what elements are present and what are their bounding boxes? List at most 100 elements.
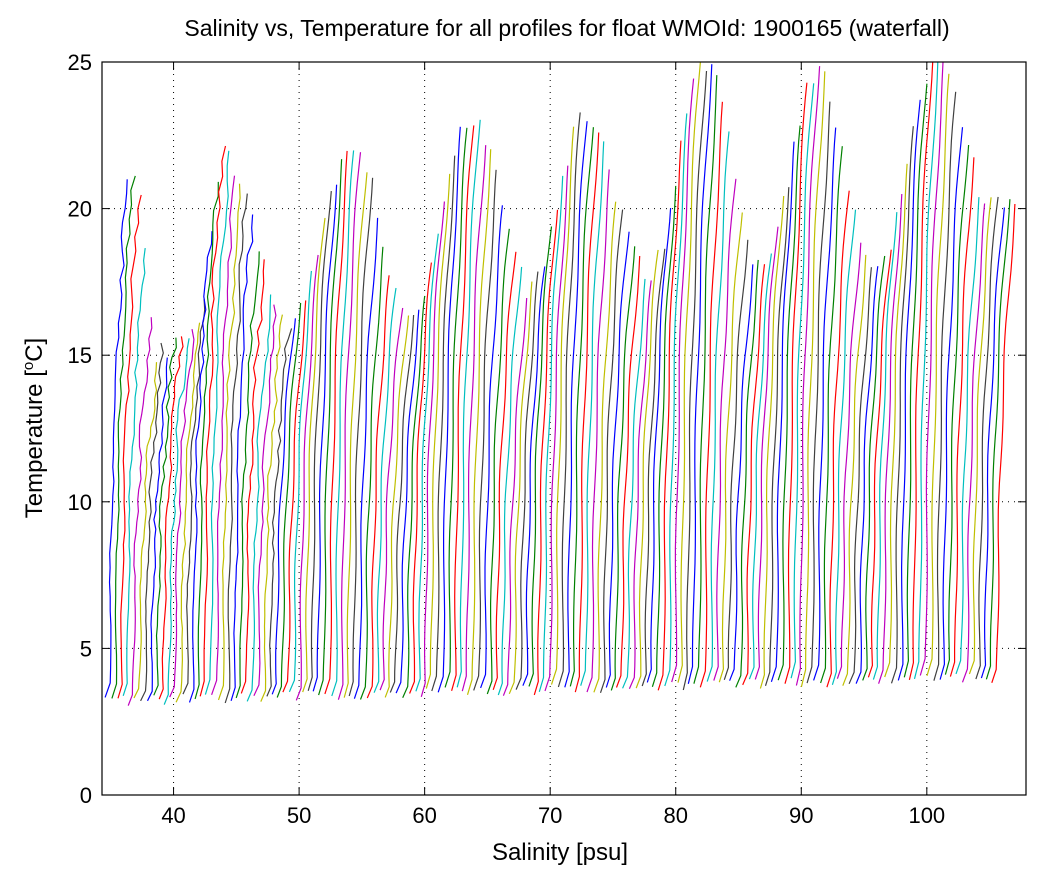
profile-line <box>569 127 594 687</box>
profile-line <box>288 270 312 693</box>
profile-line <box>515 271 539 690</box>
y-tick-label: 5 <box>80 636 92 661</box>
profile-line <box>117 194 142 699</box>
x-tick-label: 40 <box>161 803 185 828</box>
profile-line <box>699 101 723 688</box>
profile-line <box>777 125 801 681</box>
profile-line <box>343 172 368 698</box>
profile-line <box>628 280 652 690</box>
profile-line <box>282 300 307 693</box>
profile-line <box>253 304 277 697</box>
profile-line <box>890 126 914 684</box>
profile-line <box>104 179 128 698</box>
profile-line <box>318 159 343 696</box>
profile-line <box>671 78 695 683</box>
x-tick-label: 100 <box>908 803 945 828</box>
profile-line <box>867 249 892 678</box>
plot-area <box>102 62 1026 795</box>
profile-line <box>451 125 475 691</box>
y-tick-label: 25 <box>68 50 92 75</box>
profile-line <box>651 185 677 687</box>
profile-line <box>897 99 921 681</box>
profile-lines <box>104 61 1016 706</box>
profile-line <box>544 165 569 692</box>
profile-line <box>664 113 688 687</box>
profile-line <box>169 328 195 698</box>
profile-line <box>302 217 326 693</box>
profile-line <box>420 201 445 697</box>
profile-line <box>580 141 605 686</box>
profile-line <box>742 264 766 686</box>
profile-line <box>944 144 970 675</box>
profile-line <box>402 295 426 698</box>
profile-line <box>564 121 588 688</box>
profile-line <box>574 132 600 693</box>
profile-line <box>790 83 815 679</box>
profile-line <box>800 71 826 688</box>
y-tick-label: 20 <box>68 197 92 222</box>
profile-line <box>444 127 468 688</box>
profile-line <box>348 177 374 697</box>
profile-line <box>211 175 236 695</box>
profile-line <box>217 183 241 701</box>
profile-line <box>204 150 230 695</box>
profile-line <box>836 242 862 679</box>
profile-line <box>605 231 630 688</box>
profile-line <box>522 266 546 686</box>
profile-line <box>456 119 481 688</box>
profile-line <box>497 266 523 696</box>
profile-line <box>599 209 624 693</box>
profile-line <box>260 314 283 702</box>
profile-line <box>194 181 219 700</box>
x-tick-label: 60 <box>412 803 436 828</box>
profile-line <box>913 61 939 680</box>
profile-line <box>415 233 439 692</box>
profile-line <box>473 169 497 691</box>
profile-line <box>884 163 908 678</box>
axes-box <box>101 61 1027 796</box>
profile-line <box>502 297 528 696</box>
profile-line <box>461 145 487 692</box>
profile-line <box>908 61 934 681</box>
profile-line <box>862 255 886 681</box>
x-tick-label: 50 <box>287 803 311 828</box>
profile-line <box>635 249 659 689</box>
profile-line <box>855 266 879 684</box>
y-axis-label-end: C] <box>21 338 48 362</box>
profile-line <box>615 255 641 688</box>
y-axis-label: Temperature [oC] <box>20 338 48 518</box>
profile-line <box>146 357 168 702</box>
profile-line <box>246 294 272 702</box>
profile-line <box>163 338 190 705</box>
profile-line <box>820 146 843 684</box>
profile-line <box>682 70 708 691</box>
profile-line <box>127 317 153 706</box>
profile-line <box>331 150 355 697</box>
profile-line <box>735 259 759 688</box>
profile-line <box>985 199 1011 680</box>
y-tick-label: 10 <box>68 490 92 515</box>
profile-line <box>718 212 743 683</box>
profile-line <box>425 173 451 689</box>
y-axis-label-main: Temperature [ <box>21 370 48 518</box>
profile-line <box>550 126 575 685</box>
profile-line <box>939 127 964 680</box>
profile-line <box>312 184 338 692</box>
profile-line <box>826 190 850 688</box>
profile-line <box>111 175 136 699</box>
profile-line <box>754 226 779 680</box>
profile-line <box>276 302 302 698</box>
profile-line <box>806 101 831 684</box>
profile-line <box>831 209 857 685</box>
profile-line <box>538 175 564 692</box>
profile-line <box>175 322 201 703</box>
profile-line <box>813 127 837 681</box>
profile-line <box>975 196 999 680</box>
profile-line <box>586 169 610 693</box>
profile-line <box>878 193 903 684</box>
profile-line <box>182 298 206 695</box>
profile-line <box>188 231 213 703</box>
profile-line <box>687 64 713 684</box>
x-tick-label: 80 <box>663 803 687 828</box>
